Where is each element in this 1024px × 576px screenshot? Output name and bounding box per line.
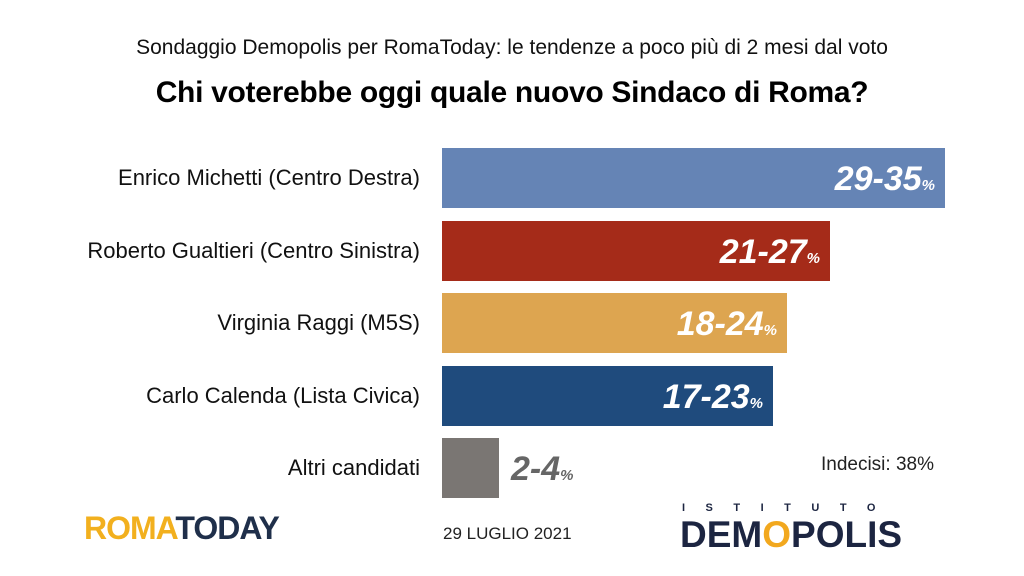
romatoday-logo: ROMATODAY xyxy=(84,510,280,547)
demopolis-logo: ISTITUTO DEMOPOLIS xyxy=(680,502,940,555)
category-label: Carlo Calenda (Lista Civica) xyxy=(146,383,420,408)
survey-date: 29 LUGLIO 2021 xyxy=(443,524,572,543)
category-label: Enrico Michetti (Centro Destra) xyxy=(118,165,420,190)
category-label: Altri candidati xyxy=(287,455,420,480)
category-label: Roberto Gualtieri (Centro Sinistra) xyxy=(87,238,420,263)
bar xyxy=(442,148,945,208)
bar-value-label: 21-27% xyxy=(719,233,820,271)
romatoday-logo-roma: ROMA xyxy=(84,510,176,546)
demopolis-logo-brand: DEMOPOLIS xyxy=(680,514,903,555)
demopolis-logo-istituto: ISTITUTO xyxy=(682,502,896,514)
romatoday-logo-today: TODAY xyxy=(175,510,279,546)
bar-value-label: 17-23% xyxy=(662,378,763,416)
bar xyxy=(442,438,499,498)
chart-title: Chi voterebbe oggi quale nuovo Sindaco d… xyxy=(155,76,869,109)
bar-value-label: 29-35% xyxy=(834,160,935,198)
bar-value-label: 18-24% xyxy=(676,305,777,343)
chart-subtitle: Sondaggio Demopolis per RomaToday: le te… xyxy=(136,36,888,59)
bar xyxy=(442,293,787,353)
undecided-annotation: Indecisi: 38% xyxy=(820,454,934,475)
category-label: Virginia Raggi (M5S) xyxy=(217,310,420,335)
bar xyxy=(442,366,773,426)
bar-value-label: 2-4% xyxy=(511,450,574,488)
bar xyxy=(442,221,830,281)
